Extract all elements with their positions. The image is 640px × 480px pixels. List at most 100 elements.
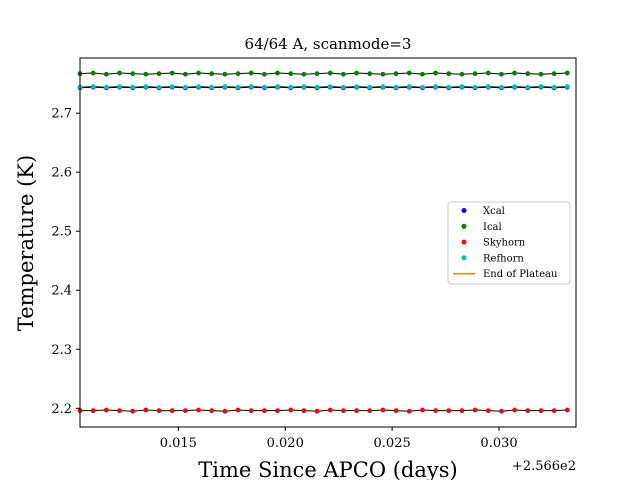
data-point [182,84,188,90]
data-point [538,408,544,414]
data-point [275,408,280,414]
data-point [433,84,438,90]
data-point [169,84,175,90]
data-point [261,71,267,77]
data-point [551,84,557,90]
data-point [196,84,201,90]
chart-title: 64/64 A, scanmode=3 [245,35,412,53]
data-point [103,84,109,90]
data-point [340,84,346,90]
data-point [182,71,188,77]
data-point [196,407,201,413]
data-point [156,71,162,77]
series-skyhorn [77,407,570,414]
data-point [327,70,333,76]
data-point [275,70,280,76]
data-point [156,84,162,90]
data-point [420,71,425,77]
data-point [499,408,504,414]
data-point [261,84,267,90]
data-point [130,84,136,90]
axes-frame [79,57,577,428]
data-point [130,408,136,414]
data-point [459,84,465,90]
data-point [103,71,109,77]
data-point [209,71,215,77]
y-tick-label: 2.5 [51,225,72,240]
data-point [538,71,544,77]
data-point [512,84,517,90]
data-point [301,84,307,90]
data-point [327,84,333,90]
data-point [130,71,136,77]
series-line [80,409,568,412]
data-point [393,84,399,90]
data-point [117,408,122,414]
x-tick-label: 0.030 [480,436,517,451]
data-point [499,71,504,77]
data-point [472,84,478,90]
y-tick-label: 2.4 [51,284,72,299]
data-point [222,408,228,414]
data-point [103,407,109,413]
series-ical [77,70,570,77]
data-point [433,70,438,76]
data-point [301,408,307,414]
data-point [314,84,320,90]
data-point [90,84,96,90]
data-point [472,407,478,413]
data-point [499,84,504,90]
data-point [235,71,241,77]
y-tick-label: 2.3 [51,343,72,358]
data-point [433,408,438,414]
data-point [446,84,452,90]
data-point [525,84,531,90]
data-point [367,71,373,77]
data-point [485,84,491,90]
series-line [79,72,568,75]
data-point [538,84,544,90]
data-point [222,71,228,77]
y-tick-label: 2.6 [51,166,72,181]
data-point [551,71,557,77]
data-point [420,84,425,90]
data-point [393,71,399,77]
data-point [459,71,465,77]
x-axis-label: Time Since APCO (days) [198,458,457,480]
y-axis-label: Temperature (K) [14,155,38,331]
data-point [117,84,122,90]
data-point [512,70,517,76]
legend-label: Xcal [483,206,505,217]
data-point [354,84,359,90]
data-point [354,70,359,76]
legend-swatch [461,208,467,213]
data-point [406,84,412,90]
data-point [169,70,175,76]
data-point [380,407,386,413]
y-tick-label: 2.7 [51,107,72,122]
data-point [472,71,478,77]
data-point [288,71,294,77]
data-point [182,408,188,414]
data-point [301,71,307,77]
data-point [288,407,294,413]
data-point [222,84,228,90]
data-point [248,408,254,414]
data-point [525,408,531,414]
data-point [512,407,517,413]
data-point [143,71,149,77]
legend-swatch [461,223,467,229]
data-point [393,408,399,414]
legend-label: Ical [483,222,502,233]
data-point [235,407,241,413]
series-line [79,86,568,88]
data-point [143,407,149,413]
data-point [169,408,175,414]
legend: Xcal Ical Skyhorn Refhorn End of Plateau [447,201,571,285]
data-point [156,408,162,414]
legend-label: End of Plateau [483,269,558,280]
data-point [261,408,267,414]
data-point [235,84,241,90]
data-point [406,408,412,414]
